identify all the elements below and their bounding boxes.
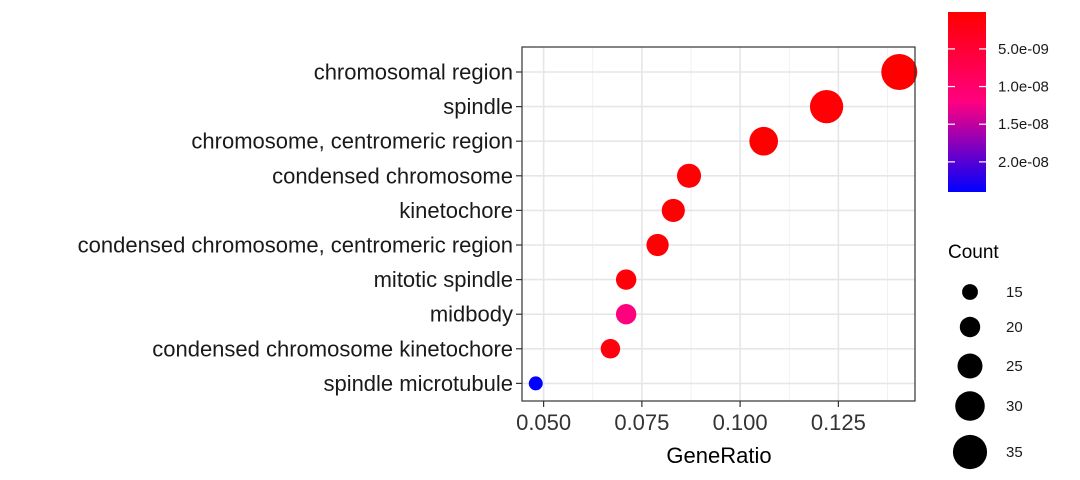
y-tick-label: spindle xyxy=(443,94,513,119)
data-point xyxy=(676,163,702,188)
y-tick-label: condensed chromosome xyxy=(272,163,513,188)
data-point xyxy=(809,89,844,124)
color-bar-label: 1.5e-08 xyxy=(998,116,1049,133)
color-bar-label: 2.0e-08 xyxy=(998,154,1049,171)
y-tick-label: chromosome, centromeric region xyxy=(191,129,513,154)
y-tick-label: condensed chromosome kinetochore xyxy=(152,336,513,361)
color-bar-label: 1.0e-08 xyxy=(998,79,1049,96)
size-legend: Count 15 20 25 30 35 xyxy=(948,242,1023,470)
y-axis: chromosomal region spindle chromosome, cen… xyxy=(78,60,522,396)
color-bar-label: 5.0e-09 xyxy=(998,41,1049,58)
y-tick-label: spindle microtubule xyxy=(323,371,513,396)
plot-panel xyxy=(522,47,915,401)
size-legend-key xyxy=(957,353,983,379)
x-tick-label: 0.100 xyxy=(713,410,768,435)
size-legend-label: 15 xyxy=(1006,284,1023,301)
x-tick-label: 0.075 xyxy=(614,410,669,435)
size-legend-key xyxy=(955,391,985,421)
size-legend-label: 30 xyxy=(1006,398,1023,415)
color-bar xyxy=(948,12,986,192)
size-legend-key xyxy=(952,434,988,470)
size-legend-label: 25 xyxy=(1006,358,1023,375)
data-point xyxy=(646,233,669,257)
size-legend-label: 20 xyxy=(1006,319,1023,336)
size-legend-key xyxy=(959,316,981,338)
size-legend-key xyxy=(962,284,978,300)
y-tick-label: kinetochore xyxy=(399,198,513,223)
x-axis: 0.050 0.075 0.100 0.125 xyxy=(516,401,866,435)
data-points xyxy=(528,54,918,391)
y-tick-label: midbody xyxy=(430,302,513,327)
grid-lines xyxy=(522,47,915,401)
data-point xyxy=(528,376,543,391)
y-tick-label: mitotic spindle xyxy=(374,267,513,292)
data-point xyxy=(881,54,918,90)
data-point xyxy=(615,269,637,290)
plot-border xyxy=(521,46,916,402)
color-legend: 5.0e-09 1.0e-08 1.5e-08 2.0e-08 xyxy=(948,12,1049,192)
data-point xyxy=(615,303,637,325)
x-tick-label: 0.125 xyxy=(811,410,866,435)
data-point xyxy=(661,198,685,222)
x-tick-label: 0.050 xyxy=(516,410,571,435)
size-legend-label: 35 xyxy=(1006,444,1023,461)
y-tick-label: condensed chromosome, centromeric region xyxy=(78,233,513,258)
y-tick-label: chromosomal region xyxy=(314,60,513,85)
size-legend-title: Count xyxy=(948,242,999,263)
x-axis-title: GeneRatio xyxy=(666,443,771,468)
data-point xyxy=(600,339,621,359)
data-point xyxy=(749,126,779,156)
